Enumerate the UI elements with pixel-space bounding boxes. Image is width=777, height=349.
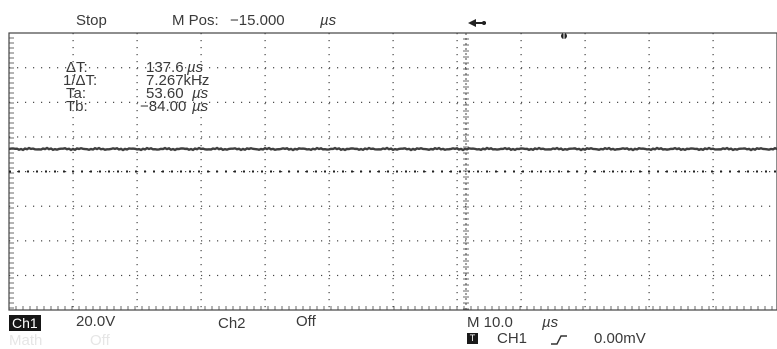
tb-label: Tb: [66, 98, 88, 115]
delta-t-unit: µs [187, 59, 204, 76]
trigger-badge: T [467, 333, 478, 344]
math-label: Math [9, 332, 43, 349]
inverse-delta-t-value: 7.267kHz [146, 72, 210, 89]
inverse-delta-t-label: 1/ΔT: [63, 72, 98, 89]
ta-value: 53.60 [146, 85, 184, 102]
timebase-unit: µs [542, 314, 559, 331]
ch1-badge: Ch1 [9, 315, 41, 331]
mpos-label: M Pos: [172, 12, 219, 29]
ch2-label: Ch2 [218, 315, 246, 332]
graticule [8, 32, 777, 311]
tb-unit: µs [192, 98, 209, 115]
trigger-source: CH1 [497, 330, 528, 347]
tb-value: −84.00 [140, 98, 187, 115]
mpos-value: −15.000 [230, 12, 285, 29]
ta-label: Ta: [66, 85, 87, 102]
delta-t-label: ΔT: [66, 59, 88, 76]
acquisition-status: Stop [76, 12, 107, 29]
trigger-level: 0.00mV [594, 330, 646, 347]
delta-t-value: 137.6 [146, 59, 184, 76]
ch1-trace [8, 146, 777, 152]
timebase-value: M 10.0 [467, 314, 513, 331]
ta-unit: µs [192, 85, 209, 102]
mpos-unit: µs [320, 12, 337, 29]
ch1-scale: 20.0V [76, 313, 116, 330]
ch2-state: Off [296, 313, 316, 330]
rising-edge-icon [551, 335, 567, 345]
horizontal-position-marker [561, 33, 567, 39]
trigger-position-icon [468, 19, 486, 27]
math-state: Off [90, 332, 110, 349]
